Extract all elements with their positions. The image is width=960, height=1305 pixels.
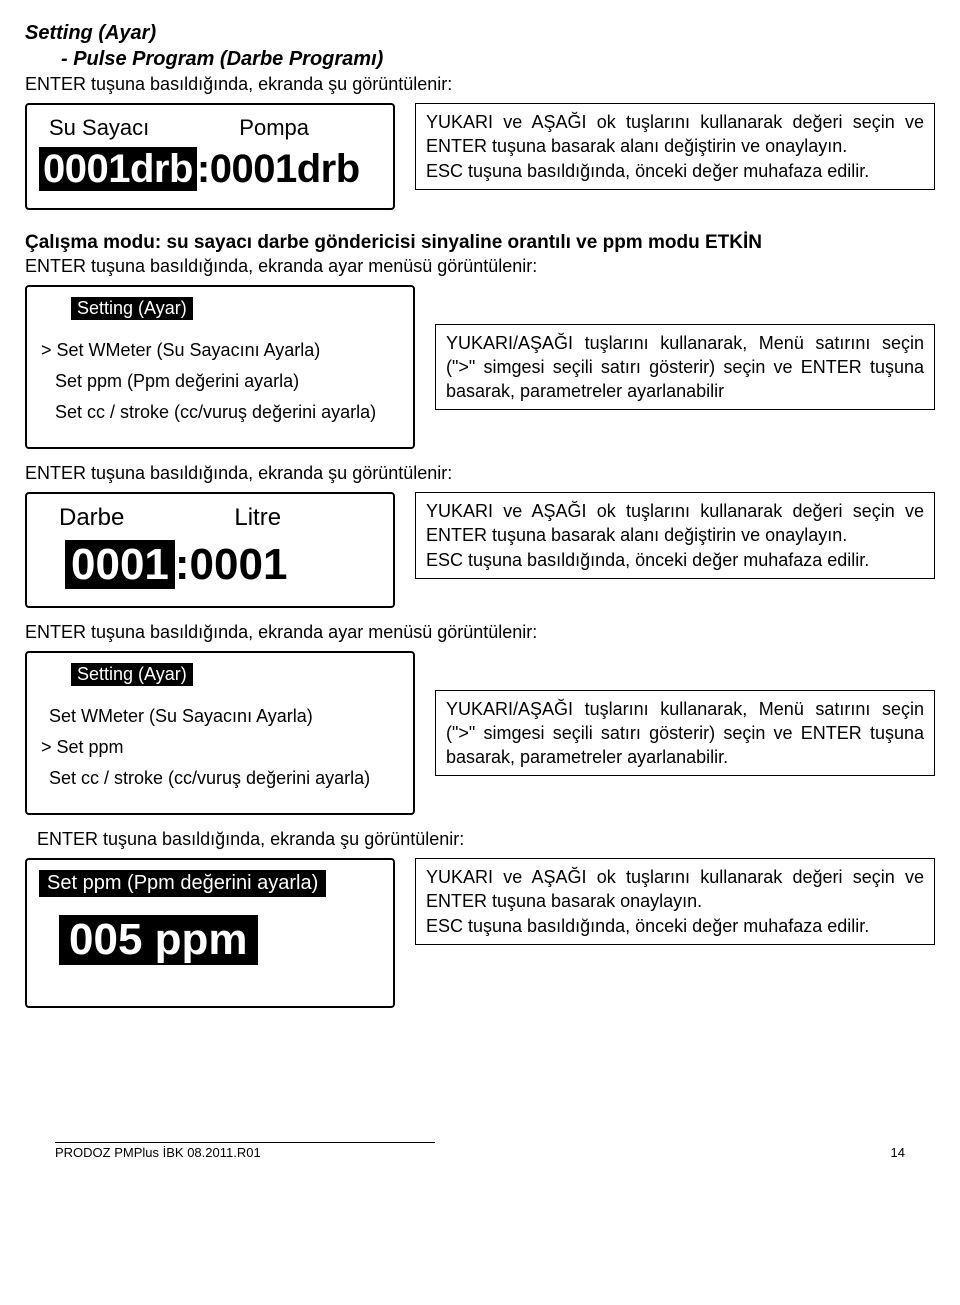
page-footer: PRODOZ PMPlus İBK 08.2011.R01 14: [25, 1138, 935, 1160]
desc1-line2: ESC tuşuna basıldığında, önceki değer mu…: [426, 161, 869, 181]
menu-box-2: Setting (Ayar) Set WMeter (Su Sayacını A…: [25, 651, 415, 815]
menu-box-1: Setting (Ayar) > Set WMeter (Su Sayacını…: [25, 285, 415, 449]
lcd2-header-right: Litre: [234, 504, 281, 532]
intro-text-1: ENTER tuşuna basıldığında, ekranda şu gö…: [25, 74, 935, 95]
lcd-display-1: Su Sayacı Pompa 0001drb:0001drb: [25, 103, 395, 210]
footer-page-number: 14: [891, 1145, 905, 1160]
description-box-4: YUKARI/AŞAĞI tuşlarını kullanarak, Menü …: [435, 690, 935, 777]
description-box-1: YUKARI ve AŞAĞI ok tuşlarını kullanarak …: [415, 103, 935, 190]
menu1-item-3: Set cc / stroke (cc/vuruş değerini ayarl…: [55, 402, 399, 423]
desc3-line1: YUKARI ve AŞAĞI ok tuşlarını kullanarak …: [426, 501, 924, 545]
lcd1-sep: :: [197, 147, 210, 191]
intro-text-5: ENTER tuşuna basıldığında, ekranda şu gö…: [37, 829, 935, 850]
lcd1-header-left: Su Sayacı: [49, 115, 149, 141]
intro-text-3: ENTER tuşuna basıldığında, ekranda şu gö…: [25, 463, 935, 484]
menu2-item-3: Set cc / stroke (cc/vuruş değerini ayarl…: [49, 768, 399, 789]
lcd1-value-right: 0001drb: [210, 147, 360, 191]
ppm-value: 005 ppm: [59, 915, 258, 965]
desc3-line2: ESC tuşuna basıldığında, önceki değer mu…: [426, 550, 869, 570]
lcd1-value-left: 0001drb: [39, 147, 197, 191]
desc5-line1: YUKARI ve AŞAĞI ok tuşlarını kullanarak …: [426, 867, 924, 911]
desc1-line1: YUKARI ve AŞAĞI ok tuşlarını kullanarak …: [426, 112, 924, 156]
lcd2-value-left: 0001: [65, 540, 175, 589]
intro-text-4: ENTER tuşuna basıldığında, ekranda ayar …: [25, 622, 935, 643]
description-box-3: YUKARI ve AŞAĞI ok tuşlarını kullanarak …: [415, 492, 935, 579]
desc5-line2: ESC tuşuna basıldığında, önceki değer mu…: [426, 916, 869, 936]
lcd2-sep: :: [175, 540, 190, 589]
menu1-item-2: Set ppm (Ppm değerini ayarla): [55, 371, 399, 392]
menu2-item-1: Set WMeter (Su Sayacını Ayarla): [49, 706, 399, 727]
lcd2-value-right: 0001: [190, 540, 288, 589]
menu1-item-1: > Set WMeter (Su Sayacını Ayarla): [41, 340, 399, 361]
description-box-5: YUKARI ve AŞAĞI ok tuşlarını kullanarak …: [415, 858, 935, 945]
lcd-display-ppm: Set ppm (Ppm değerini ayarla) 005 ppm: [25, 858, 395, 1008]
lcd2-header-left: Darbe: [59, 504, 124, 532]
section-heading-2: Çalışma modu: su sayacı darbe göndericis…: [25, 232, 935, 254]
lcd-display-2: Darbe Litre 0001:0001: [25, 492, 395, 608]
lcd1-header-right: Pompa: [239, 115, 309, 141]
page-title-1: Setting (Ayar): [25, 20, 935, 46]
description-box-2: YUKARI/AŞAĞI tuşlarını kullanarak, Menü …: [435, 324, 935, 411]
ppm-title: Set ppm (Ppm değerini ayarla): [39, 870, 326, 897]
page-title-2: - Pulse Program (Darbe Programı): [25, 46, 935, 72]
intro-text-2: ENTER tuşuna basıldığında, ekranda ayar …: [25, 256, 935, 277]
footer-left: PRODOZ PMPlus İBK 08.2011.R01: [55, 1145, 261, 1160]
menu1-title: Setting (Ayar): [71, 297, 193, 320]
menu2-item-2: > Set ppm: [41, 737, 399, 758]
menu2-title: Setting (Ayar): [71, 663, 193, 686]
